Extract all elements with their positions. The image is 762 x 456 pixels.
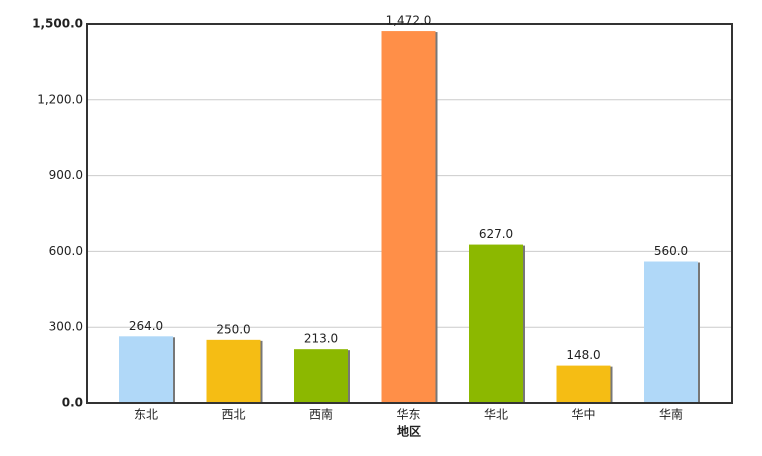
value-label: 264.0 bbox=[129, 319, 163, 333]
x-tick-label: 华南 bbox=[659, 407, 683, 422]
value-label: 1,472.0 bbox=[386, 14, 432, 28]
x-tick-label: 西北 bbox=[221, 408, 245, 422]
y-tick-label: 300.0 bbox=[49, 320, 83, 334]
x-tick-label: 华北 bbox=[484, 408, 508, 422]
value-label: 560.0 bbox=[654, 244, 688, 258]
x-tick-label: 西南 bbox=[309, 407, 333, 422]
value-label: 148.0 bbox=[566, 348, 600, 362]
bar bbox=[556, 365, 611, 403]
bar bbox=[381, 31, 436, 403]
bar bbox=[294, 349, 348, 403]
bar bbox=[206, 339, 261, 403]
y-tick-label: 0.0 bbox=[62, 396, 83, 410]
y-tick-label: 900.0 bbox=[49, 168, 83, 182]
bar bbox=[644, 261, 698, 403]
y-tick-label: 600.0 bbox=[49, 244, 83, 258]
value-label: 213.0 bbox=[304, 332, 338, 346]
x-axis-title: 地区 bbox=[397, 424, 421, 439]
y-tick-label: 1,500.0 bbox=[32, 17, 83, 31]
x-tick-label: 华东 bbox=[396, 408, 420, 422]
x-tick-label: 华中 bbox=[571, 407, 595, 422]
value-label: 250.0 bbox=[216, 322, 250, 336]
x-tick-label: 东北 bbox=[134, 408, 158, 422]
y-tick-label: 1,200.0 bbox=[37, 92, 83, 106]
plot-frame bbox=[86, 23, 733, 404]
bar bbox=[119, 336, 173, 403]
value-label: 627.0 bbox=[479, 227, 513, 241]
bar bbox=[469, 244, 523, 403]
